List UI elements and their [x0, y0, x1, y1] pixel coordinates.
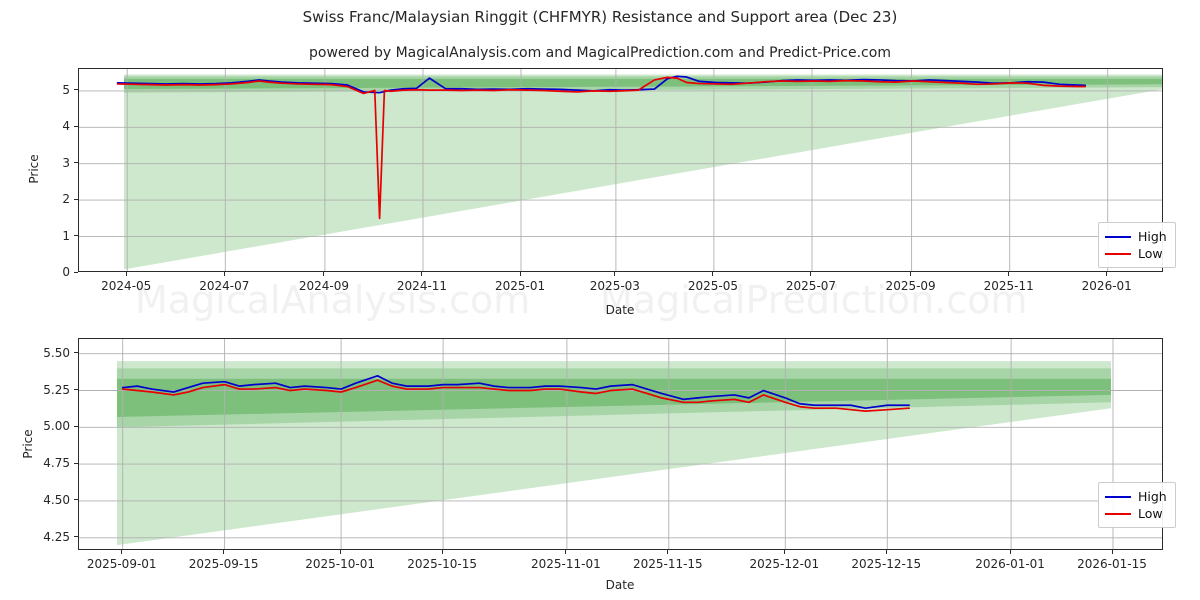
legend-line-low — [1105, 512, 1131, 515]
overview-legend[interactable]: High Low — [1098, 222, 1176, 268]
y-tick-mark — [74, 235, 78, 237]
x-tick-label: 2026-01-01 — [975, 557, 1045, 571]
x-tick-mark — [712, 272, 714, 276]
x-tick-label: 2025-01 — [494, 279, 546, 293]
x-tick-label: 2025-11 — [983, 279, 1034, 293]
overview-x-axis-label: Date — [605, 303, 635, 317]
zoom-plot-area — [78, 338, 1163, 550]
legend-label-low: Low — [1138, 246, 1163, 261]
y-tick-label: 3 — [62, 155, 70, 170]
y-tick-label: 1 — [62, 228, 70, 243]
x-tick-mark — [565, 550, 567, 554]
y-tick-label: 4.75 — [43, 456, 70, 471]
legend-entry-high: High — [1105, 488, 1167, 505]
zoom-legend[interactable]: High Low — [1098, 482, 1176, 528]
x-tick-label: 2024-11 — [396, 279, 448, 293]
y-tick-label: 4 — [62, 119, 70, 134]
y-tick-mark — [74, 89, 78, 91]
x-tick-label: 2025-10-01 — [305, 557, 376, 571]
legend-label-low: Low — [1138, 506, 1163, 521]
series-low — [121, 379, 910, 412]
x-tick-label: 2025-03 — [589, 279, 640, 293]
legend-entry-high: High — [1105, 228, 1167, 245]
y-tick-label: 4.50 — [43, 492, 70, 507]
x-tick-mark — [323, 272, 325, 276]
overview-chart-panel: MagicalAnalysis.com MagicalPrediction.co… — [27, 68, 1176, 322]
x-tick-mark — [783, 550, 785, 554]
x-tick-label: 2025-05 — [687, 279, 738, 293]
y-tick-label: 5 — [62, 82, 70, 97]
x-tick-mark — [1008, 272, 1010, 276]
x-tick-mark — [910, 272, 912, 276]
x-tick-label: 2025-11-01 — [531, 557, 601, 571]
x-tick-label: 2024-07 — [199, 279, 250, 293]
x-tick-label: 2025-09 — [885, 279, 936, 293]
x-tick-label: 2025-11-15 — [632, 557, 703, 571]
y-tick-mark — [74, 425, 78, 427]
x-tick-label: 2025-09-15 — [188, 557, 259, 571]
y-tick-label: 5.25 — [43, 382, 70, 397]
x-tick-mark — [339, 550, 341, 554]
zoom-chart-panel: MagicalAnalysis.com MagicalPrediction.co… — [0, 310, 1200, 600]
y-tick-mark — [74, 462, 78, 464]
x-tick-mark — [885, 550, 887, 554]
x-tick-label: 2024-05 — [101, 279, 152, 293]
y-tick-mark — [74, 198, 78, 200]
band-outer-support — [124, 74, 1162, 270]
series-low — [116, 76, 1087, 220]
x-tick-label: 2025-12-15 — [851, 557, 922, 571]
y-tick-mark — [74, 271, 78, 273]
x-tick-mark — [125, 272, 127, 276]
x-tick-label: 2026-01-15 — [1077, 557, 1147, 571]
x-tick-mark — [1106, 272, 1108, 276]
x-tick-mark — [1009, 550, 1011, 554]
x-tick-mark — [614, 272, 616, 276]
x-tick-label: 2024-09 — [298, 279, 349, 293]
y-tick-mark — [74, 162, 78, 164]
page-subtitle: powered by MagicalAnalysis.com and Magic… — [309, 45, 891, 61]
x-tick-label: 2025-10-15 — [407, 557, 477, 571]
y-tick-mark — [74, 499, 78, 501]
x-tick-mark — [810, 272, 812, 276]
y-tick-mark — [74, 125, 78, 127]
overview-plot-area — [78, 68, 1163, 272]
y-tick-mark — [74, 352, 78, 354]
x-tick-mark — [421, 272, 423, 276]
x-tick-mark — [223, 272, 225, 276]
x-tick-mark — [519, 272, 521, 276]
y-tick-label: 4.25 — [43, 529, 70, 544]
x-tick-mark — [223, 550, 225, 554]
legend-line-high — [1105, 495, 1131, 498]
zoom-x-axis-label: Date — [605, 578, 635, 592]
y-tick-label: 5.00 — [43, 419, 70, 434]
y-tick-mark — [74, 536, 78, 538]
x-tick-mark — [667, 550, 669, 554]
y-tick-label: 2 — [62, 192, 70, 207]
zoom-plot-svg — [79, 339, 1162, 549]
x-tick-label: 2025-07 — [785, 279, 837, 293]
legend-entry-low: Low — [1105, 245, 1167, 262]
y-tick-mark — [74, 389, 78, 391]
overview-plot-svg — [79, 69, 1162, 271]
legend-line-high — [1105, 235, 1131, 238]
band-inner-core — [117, 378, 1111, 417]
legend-entry-low: Low — [1105, 505, 1167, 522]
x-tick-mark — [121, 550, 123, 554]
x-tick-label: 2026-01 — [1081, 279, 1132, 293]
series-high — [121, 374, 910, 410]
x-tick-mark — [441, 550, 443, 554]
legend-line-low — [1105, 252, 1131, 255]
legend-label-high: High — [1138, 489, 1167, 504]
page-title: Swiss Franc/Malaysian Ringgit (CHFMYR) R… — [302, 8, 898, 26]
x-tick-mark — [1111, 550, 1113, 554]
x-tick-label: 2025-12-01 — [749, 557, 820, 571]
y-tick-label: 5.50 — [43, 345, 70, 360]
x-tick-label: 2025-09-01 — [86, 557, 157, 571]
y-tick-label: 0 — [62, 265, 70, 279]
legend-label-high: High — [1138, 229, 1167, 244]
